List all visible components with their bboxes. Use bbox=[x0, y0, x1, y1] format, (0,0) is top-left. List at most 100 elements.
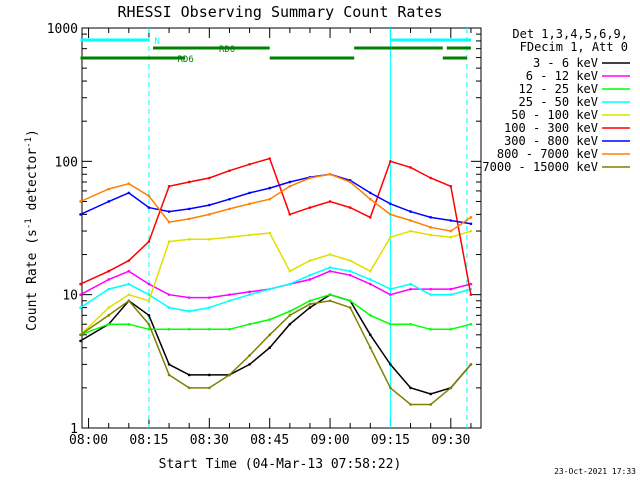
data-point bbox=[268, 157, 271, 160]
data-point bbox=[369, 333, 372, 337]
x-tick-label: 08:00 bbox=[69, 433, 108, 448]
data-point bbox=[308, 273, 312, 277]
data-point bbox=[348, 299, 352, 303]
data-point bbox=[248, 163, 251, 166]
data-point bbox=[389, 160, 392, 163]
legend-entry-label: 3 - 6 keV bbox=[533, 56, 598, 70]
data-point bbox=[228, 169, 231, 173]
data-point bbox=[268, 346, 271, 350]
data-point bbox=[167, 210, 171, 213]
data-point bbox=[167, 240, 171, 243]
state-bar-label: N bbox=[155, 37, 160, 47]
x-tick-label: 09:00 bbox=[310, 433, 349, 448]
series-line bbox=[79, 230, 472, 336]
data-point bbox=[127, 191, 131, 195]
data-point bbox=[328, 253, 332, 256]
data-point bbox=[248, 191, 251, 195]
state-bar-label: RD0 bbox=[219, 45, 235, 55]
data-point bbox=[208, 176, 211, 180]
data-point bbox=[167, 220, 171, 224]
series-line bbox=[80, 173, 472, 225]
legend-entry-label: 25 - 50 keV bbox=[519, 95, 598, 109]
data-point bbox=[79, 213, 82, 216]
data-point bbox=[328, 200, 332, 203]
data-point bbox=[409, 166, 412, 169]
plot-area: 08:00 08:15 08:30 08:45 09:00 09:15 09:30 1 10 10… bbox=[47, 22, 482, 448]
data-point bbox=[127, 293, 131, 296]
data-point bbox=[107, 200, 110, 203]
data-point bbox=[248, 290, 251, 294]
data-point bbox=[369, 346, 372, 350]
data-point bbox=[409, 322, 412, 326]
data-point bbox=[248, 354, 251, 357]
data-point bbox=[389, 202, 392, 206]
data-point bbox=[429, 233, 432, 237]
data-point bbox=[288, 213, 292, 216]
legend: Det 1,3,4,5,6,9, FDecim 1, Att 0 3 - 6 k… bbox=[482, 27, 630, 174]
data-point bbox=[187, 327, 191, 331]
data-point bbox=[369, 314, 372, 317]
data-point bbox=[429, 403, 432, 406]
data-point bbox=[288, 314, 292, 317]
data-point bbox=[208, 327, 211, 331]
data-point bbox=[449, 293, 453, 296]
data-point bbox=[167, 293, 171, 296]
data-point bbox=[228, 207, 231, 211]
data-point bbox=[389, 235, 392, 239]
data-point bbox=[288, 322, 292, 326]
legend-entry-label: 7000 - 15000 keV bbox=[482, 160, 598, 174]
data-point bbox=[449, 287, 453, 291]
legend-entry-label: 6 - 12 keV bbox=[526, 69, 598, 83]
data-point bbox=[187, 238, 191, 241]
data-point bbox=[348, 306, 352, 309]
data-point bbox=[429, 327, 432, 331]
data-point bbox=[288, 269, 292, 273]
legend-header-line1: Det 1,3,4,5,6,9, bbox=[512, 27, 628, 41]
data-point bbox=[248, 233, 251, 237]
series-line bbox=[80, 293, 472, 336]
data-point bbox=[268, 318, 271, 321]
data-point bbox=[107, 314, 110, 317]
data-point bbox=[449, 184, 453, 188]
data-point bbox=[389, 386, 392, 390]
data-point bbox=[449, 229, 453, 233]
data-point bbox=[308, 278, 312, 281]
data-point bbox=[167, 363, 171, 366]
data-point bbox=[167, 184, 171, 188]
data-point bbox=[208, 203, 211, 207]
data-point bbox=[268, 287, 271, 291]
data-point bbox=[389, 363, 392, 366]
data-point bbox=[308, 299, 312, 303]
data-point bbox=[147, 293, 151, 296]
data-point bbox=[228, 235, 231, 239]
data-point bbox=[429, 392, 432, 396]
data-point bbox=[369, 282, 372, 286]
y-tick-label: 1 bbox=[70, 422, 78, 437]
data-point bbox=[449, 386, 453, 390]
data-point bbox=[429, 176, 432, 180]
data-point bbox=[288, 282, 292, 286]
data-point bbox=[409, 282, 412, 286]
data-point bbox=[409, 386, 412, 390]
series-line bbox=[80, 266, 472, 313]
data-point bbox=[127, 322, 131, 326]
data-point bbox=[107, 187, 110, 191]
data-point bbox=[187, 207, 191, 211]
data-point bbox=[268, 333, 271, 337]
data-point bbox=[79, 293, 82, 296]
data-point bbox=[268, 186, 271, 190]
data-point bbox=[248, 363, 251, 366]
data-point bbox=[369, 216, 372, 219]
data-point bbox=[208, 238, 211, 241]
data-point bbox=[147, 299, 151, 303]
data-point bbox=[268, 231, 271, 235]
data-point bbox=[348, 273, 352, 277]
data-point bbox=[469, 216, 473, 219]
data-point bbox=[107, 269, 110, 273]
data-point bbox=[147, 314, 151, 317]
data-point bbox=[147, 282, 151, 286]
data-point bbox=[348, 259, 352, 262]
data-point bbox=[328, 269, 332, 273]
data-point bbox=[389, 287, 392, 291]
data-point bbox=[187, 180, 191, 184]
